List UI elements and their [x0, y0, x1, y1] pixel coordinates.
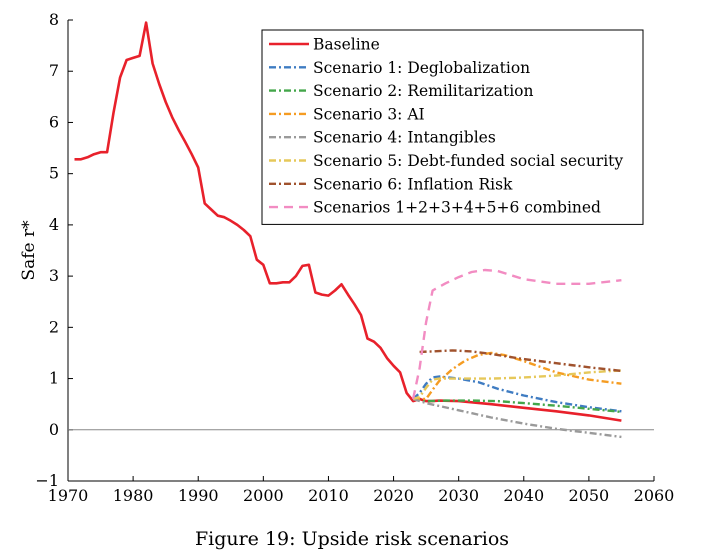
series-line-scenarios-1-2-3-4-5-6-combined	[411, 268, 622, 400]
series-line-scenario-6-inflation-risk	[419, 349, 622, 373]
x-tick-label: 2050	[569, 486, 610, 505]
x-tick-label: 2030	[438, 486, 479, 505]
x-tick-label: 2060	[634, 486, 675, 505]
x-tick-label: 2040	[503, 486, 544, 505]
series-line-baseline	[74, 21, 622, 422]
legend-entry: Scenarios 1+2+3+4+5+6 combined	[313, 199, 601, 217]
figure-caption: Figure 19: Upside risk scenarios	[194, 528, 510, 550]
y-axis-label: Safe r*	[19, 220, 39, 281]
legend-entry: Scenario 3: AI	[313, 105, 425, 123]
y-tick-label: 5	[49, 164, 59, 183]
y-tick-label: 3	[49, 266, 59, 285]
y-tick-label: −1	[35, 471, 59, 490]
series-line-scenario-4-intangibles	[412, 397, 622, 439]
y-tick-label: 6	[49, 112, 59, 131]
y-tick-label: 7	[49, 61, 59, 80]
y-tick-label: 0	[49, 420, 59, 439]
legend-entry: Scenario 2: Remilitarization	[313, 82, 534, 100]
legend-entry: Baseline	[313, 36, 380, 54]
x-tick-label: 2020	[373, 486, 414, 505]
series-line-scenario-2-remilitarization	[412, 397, 622, 414]
y-tick-label: 8	[49, 10, 59, 29]
series-line-scenario-1-deglobalization	[412, 375, 622, 413]
legend-entry: Scenario 4: Intangibles	[313, 129, 496, 147]
y-tick-label: 2	[49, 317, 59, 336]
x-tick-label: 2010	[308, 486, 349, 505]
legend-box	[261, 29, 644, 225]
y-tick-label: 1	[49, 369, 59, 388]
x-tick-label: 1970	[48, 486, 89, 505]
line-chart: Baseline Scenario 1: Deglobalization Scena…	[19, 10, 675, 505]
legend-entry: Scenario 1: Deglobalization	[313, 59, 530, 77]
y-tick-label: 4	[49, 215, 59, 234]
x-tick-label: 1980	[113, 486, 154, 505]
legend-entry: Scenario 5: Debt-funded social security	[313, 152, 623, 170]
x-tick-label: 2000	[243, 486, 284, 505]
legend-entry: Scenario 6: Inflation Risk	[313, 175, 513, 193]
x-tick-label: 1990	[178, 486, 219, 505]
